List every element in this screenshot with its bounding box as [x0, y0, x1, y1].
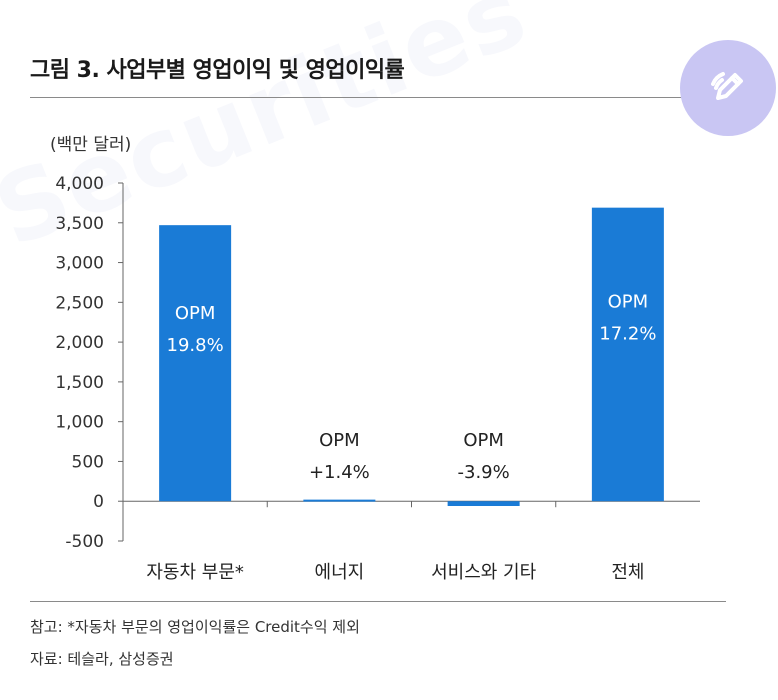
x-category-label: 전체 — [611, 562, 644, 583]
opm-value: -3.9% — [458, 462, 510, 483]
bar-chart: -500 0 500 1,000 1,500 2,000 2,500 3,000 3,500 4,… — [55, 174, 700, 583]
opm-value: 17.2% — [599, 323, 656, 344]
pencil-icon — [711, 72, 743, 100]
opm-label: OPM — [319, 430, 360, 451]
source-note: 자료: 테슬라, 삼성증권 — [30, 650, 174, 668]
y-tick-label: 0 — [93, 492, 104, 512]
y-tick-label: 2,500 — [55, 293, 104, 313]
y-axis-unit: (백만 달러) — [50, 135, 132, 155]
y-tick-label: 4,000 — [55, 174, 104, 194]
title-divider — [30, 97, 726, 98]
opm-label: OPM — [463, 430, 504, 451]
reference-note: 참고: *자동차 부문의 영업이익률은 Credit수익 제외 — [30, 618, 360, 636]
y-tick-label: 2,000 — [55, 333, 104, 353]
chart-title: 그림 3. 사업부별 영업이익 및 영업이익률 — [30, 58, 405, 83]
footer-divider — [30, 601, 726, 602]
edit-button[interactable] — [680, 40, 776, 136]
y-tick-label: -500 — [65, 532, 104, 552]
opm-value: 19.8% — [167, 335, 224, 356]
bar — [591, 207, 664, 502]
x-category-label: 자동차 부문* — [146, 562, 244, 583]
opm-label: OPM — [175, 303, 216, 324]
y-tick-label: 1,500 — [55, 373, 104, 393]
y-tick-label: 3,500 — [55, 214, 104, 234]
y-tick-label: 1,000 — [55, 413, 104, 433]
opm-value: +1.4% — [309, 462, 370, 483]
y-tick-label: 500 — [72, 452, 104, 472]
bar — [303, 499, 376, 502]
x-category-label: 에너지 — [315, 562, 365, 583]
y-tick-label: 3,000 — [55, 254, 104, 274]
opm-label: OPM — [608, 291, 649, 312]
x-category-label: 서비스와 기타 — [431, 562, 537, 583]
bar — [159, 225, 232, 502]
bar — [447, 501, 520, 506]
